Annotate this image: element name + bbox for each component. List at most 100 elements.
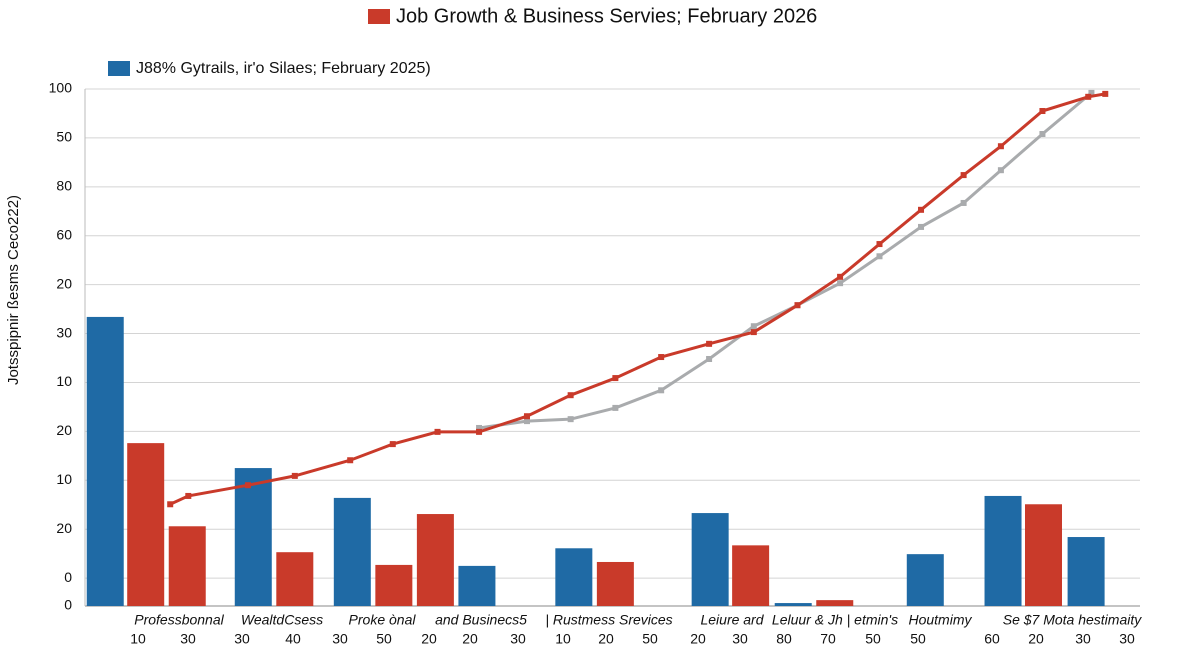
marker bbox=[476, 428, 483, 435]
line bbox=[169, 92, 1106, 506]
marker bbox=[434, 428, 441, 435]
x-tick-label: WealtdCsess bbox=[241, 612, 323, 628]
marker bbox=[837, 280, 844, 287]
x-tick-number: 30 bbox=[234, 631, 250, 647]
x-tick-number: 30 bbox=[332, 631, 348, 647]
marker bbox=[1088, 89, 1095, 96]
bar bbox=[234, 468, 272, 606]
x-tick-number: 50 bbox=[642, 631, 658, 647]
x-tick-number: 30 bbox=[732, 631, 748, 647]
marker bbox=[347, 457, 354, 464]
marker bbox=[167, 501, 174, 508]
x-tick-label: Leiure ard bbox=[700, 612, 764, 628]
marker bbox=[876, 241, 883, 248]
bar bbox=[168, 526, 206, 606]
marker bbox=[918, 223, 925, 230]
y-tick-label: 60 bbox=[56, 226, 72, 242]
line bbox=[478, 91, 1093, 430]
marker bbox=[523, 418, 530, 425]
y-tick-label: 0 bbox=[64, 597, 72, 613]
marker bbox=[918, 206, 925, 213]
bar bbox=[375, 564, 413, 606]
marker bbox=[476, 424, 483, 431]
marker bbox=[1102, 90, 1109, 97]
x-tick-label: Houtmimy bbox=[908, 612, 972, 628]
bar bbox=[276, 552, 314, 606]
marker bbox=[750, 329, 757, 336]
y-tick-label: 20 bbox=[56, 275, 72, 291]
x-tick-number: 40 bbox=[285, 631, 301, 647]
marker bbox=[960, 199, 967, 206]
bar bbox=[691, 513, 729, 606]
x-tick-number: 70 bbox=[820, 631, 836, 647]
marker bbox=[1039, 108, 1046, 115]
bar bbox=[555, 548, 593, 606]
x-tick-number: 50 bbox=[376, 631, 392, 647]
marker bbox=[567, 392, 574, 399]
marker bbox=[291, 472, 298, 479]
x-tick-number: 60 bbox=[984, 631, 1000, 647]
x-tick-number: 10 bbox=[555, 631, 571, 647]
x-tick-label: Professbonnal bbox=[134, 612, 224, 628]
x-tick-number: 20 bbox=[1028, 631, 1044, 647]
y-tick-label: 100 bbox=[49, 80, 73, 96]
x-tick-number: 20 bbox=[598, 631, 614, 647]
bar bbox=[127, 443, 165, 606]
bar bbox=[596, 561, 634, 606]
x-tick-number: 80 bbox=[776, 631, 792, 647]
x-tick-number: 30 bbox=[510, 631, 526, 647]
x-tick-label: Leluur & Jh | etmin's bbox=[772, 612, 898, 628]
x-tick-number: 30 bbox=[180, 631, 196, 647]
y-tick-label: 50 bbox=[56, 129, 72, 145]
marker bbox=[706, 355, 713, 362]
y-tick-label: 10 bbox=[56, 373, 72, 389]
marker bbox=[658, 354, 665, 361]
marker bbox=[612, 375, 619, 382]
y-axis-label: Jotsspipnir ßesms Ceco222) bbox=[5, 195, 22, 385]
marker bbox=[997, 143, 1004, 150]
marker bbox=[706, 340, 713, 347]
bar bbox=[732, 545, 770, 606]
x-tick-number: 10 bbox=[130, 631, 146, 647]
bar bbox=[416, 514, 454, 606]
x-tick-number: 50 bbox=[865, 631, 881, 647]
x-tick-number: 20 bbox=[690, 631, 706, 647]
marker bbox=[658, 387, 665, 394]
bar bbox=[1025, 504, 1062, 606]
legend-swatch bbox=[108, 61, 130, 76]
marker bbox=[567, 416, 574, 423]
x-tick-label: and Businecs5 bbox=[435, 612, 527, 628]
marker bbox=[244, 482, 251, 489]
bar bbox=[86, 316, 124, 606]
y-tick-label: 20 bbox=[56, 422, 72, 438]
x-tick-number: 20 bbox=[462, 631, 478, 647]
y-tick-label: 0 bbox=[64, 569, 72, 585]
y-tick-label: 20 bbox=[56, 520, 72, 536]
marker bbox=[876, 253, 883, 260]
marker bbox=[750, 323, 757, 330]
x-tick-label: Se $7 Mota hestimaity bbox=[1003, 612, 1143, 628]
bar bbox=[1067, 537, 1105, 606]
x-tick-label: | Rustmess Srevices bbox=[545, 612, 672, 628]
bar bbox=[774, 603, 812, 606]
bar bbox=[906, 554, 944, 606]
marker bbox=[389, 441, 396, 448]
y-tick-label: 80 bbox=[56, 178, 72, 194]
y-tick-label: 10 bbox=[56, 471, 72, 487]
marker bbox=[794, 302, 801, 309]
x-tick-label: Proke ònal bbox=[349, 612, 417, 628]
bar bbox=[458, 565, 496, 606]
marker bbox=[1085, 93, 1092, 100]
x-tick-number: 20 bbox=[421, 631, 437, 647]
x-tick-number: 30 bbox=[1119, 631, 1135, 647]
bar bbox=[816, 600, 854, 606]
bar bbox=[984, 495, 1022, 606]
marker bbox=[185, 492, 192, 499]
y-tick-label: 30 bbox=[56, 324, 72, 340]
bar bbox=[333, 497, 371, 606]
marker bbox=[837, 273, 844, 280]
marker bbox=[612, 404, 619, 411]
marker bbox=[1039, 130, 1046, 137]
